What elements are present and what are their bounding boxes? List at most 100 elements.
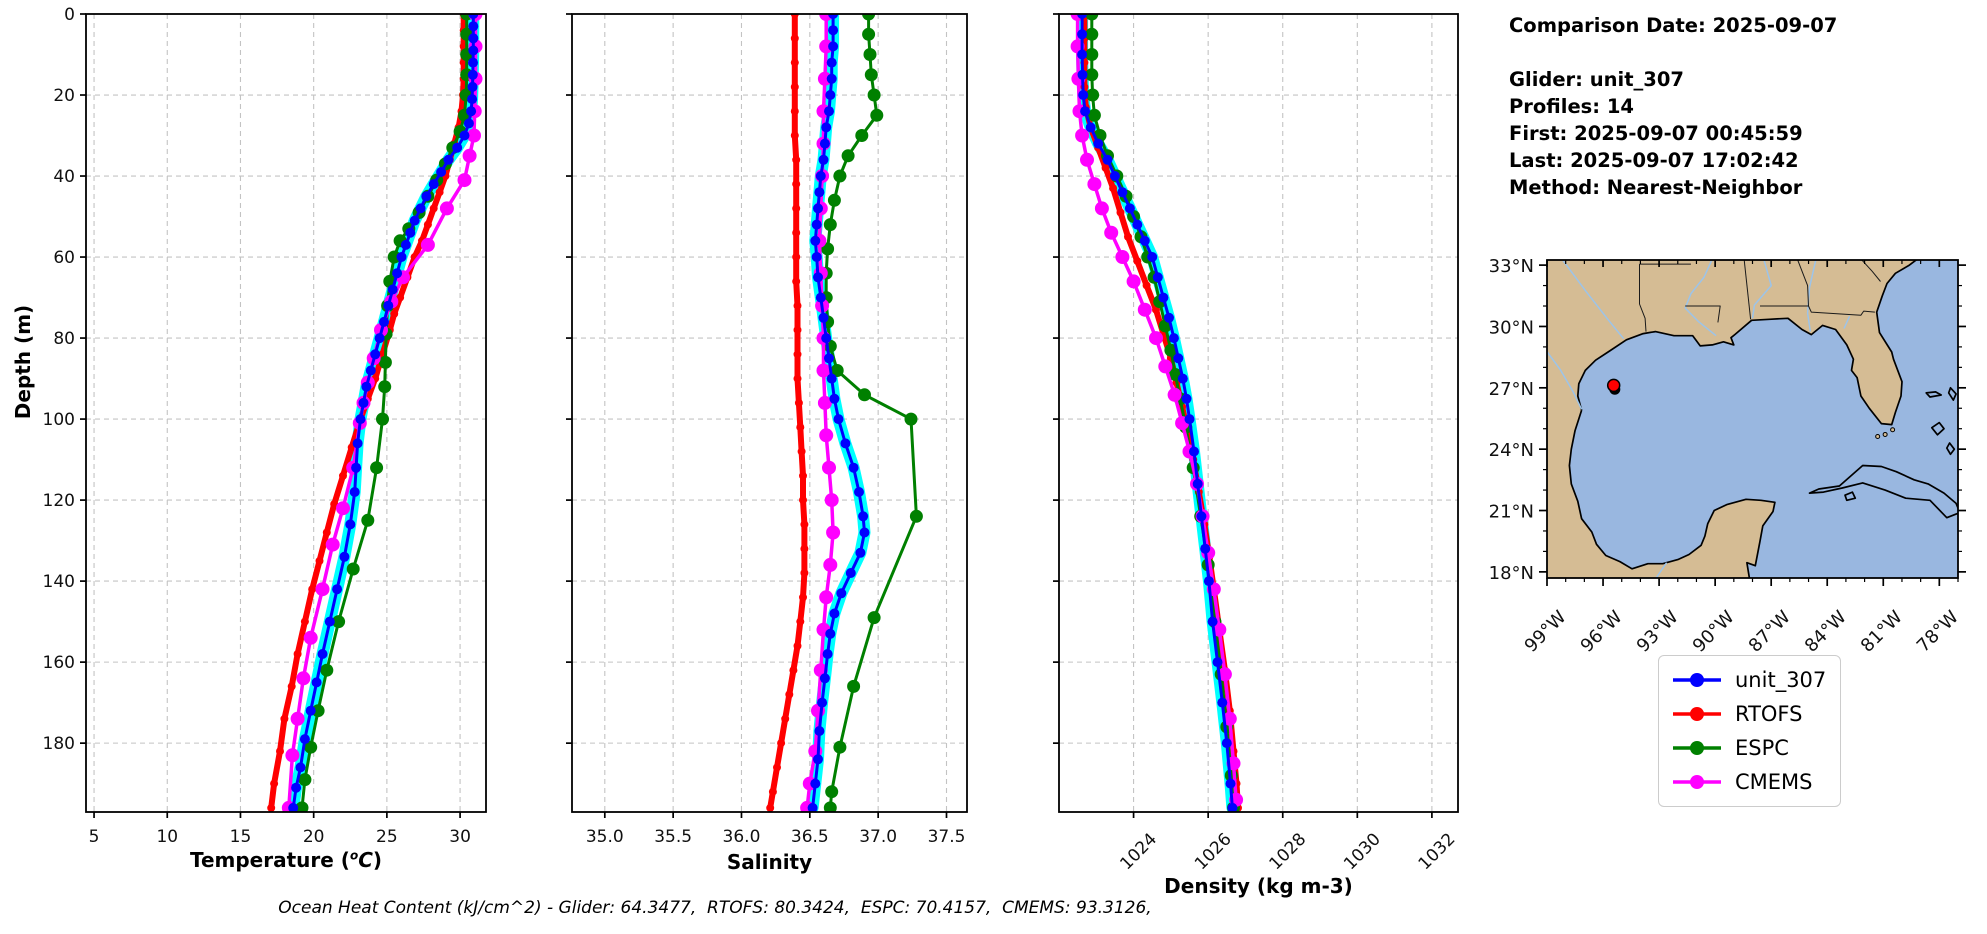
- series-marker-RTOFS: [794, 398, 803, 407]
- series-marker-RTOFS: [1116, 208, 1125, 217]
- series-marker-CMEMS: [462, 148, 477, 163]
- legend-marker: [1690, 707, 1704, 721]
- series-marker-unit_307: [443, 154, 454, 165]
- series-marker-unit_307: [1207, 616, 1218, 627]
- map-island: [1875, 433, 1881, 439]
- series-marker-CMEMS: [826, 525, 841, 540]
- series-marker-unit_307: [355, 414, 366, 425]
- series-marker-ESPC: [858, 388, 871, 402]
- map-lon-label: 78°W: [1913, 607, 1963, 657]
- map-lon-label: 93°W: [1633, 607, 1683, 657]
- map-state-border: [1685, 305, 1721, 323]
- series-marker-unit_307: [468, 33, 479, 44]
- series-marker-RTOFS: [315, 556, 324, 565]
- series-marker-ESPC: [827, 193, 841, 207]
- series-marker-RTOFS: [793, 350, 802, 359]
- map-island: [1890, 427, 1896, 433]
- series-marker-unit_307: [1077, 29, 1088, 40]
- series-marker-unit_307: [468, 14, 479, 19]
- series-marker-RTOFS: [1142, 281, 1151, 290]
- series-marker-RTOFS: [792, 253, 801, 261]
- series-marker-unit_307: [1173, 353, 1184, 364]
- series-marker-ESPC: [1164, 343, 1178, 357]
- series-marker-unit_307: [405, 227, 416, 238]
- series-marker-ESPC: [867, 88, 881, 102]
- map-lon-label: 99°W: [1521, 607, 1571, 657]
- series-marker-unit_307: [1192, 478, 1203, 489]
- series-marker-ESPC: [862, 14, 876, 21]
- series-marker-RTOFS: [789, 666, 798, 675]
- series-marker-RTOFS: [800, 520, 809, 529]
- ocean-heat-content-footer: Ocean Heat Content (kJ/cm^2) - Glider: 6…: [278, 898, 1152, 918]
- temperature-axis-label-suffix: ): [372, 848, 383, 872]
- series-marker-ESPC: [1085, 48, 1099, 61]
- series-marker-unit_307: [392, 268, 403, 279]
- series-marker-unit_307: [811, 252, 822, 262]
- series-marker-unit_307: [358, 397, 369, 408]
- x-tick-label: 1032: [1415, 829, 1460, 874]
- series-marker-unit_307: [813, 272, 823, 283]
- series-marker-CMEMS: [824, 493, 839, 508]
- map-island: [1947, 386, 1957, 401]
- series-marker-ESPC: [387, 250, 401, 264]
- map-coastline-mx: [1568, 410, 1776, 578]
- series-marker-unit_307: [824, 353, 834, 364]
- series-marker-RTOFS: [390, 309, 399, 318]
- series-marker-CMEMS: [1075, 128, 1090, 143]
- series-marker-RTOFS: [339, 471, 347, 480]
- series-marker-unit_307: [1139, 235, 1150, 246]
- series-marker-RTOFS: [276, 747, 284, 756]
- series-marker-unit_307: [1184, 414, 1195, 425]
- series-marker-unit_307: [826, 73, 837, 84]
- series-marker-ESPC: [1086, 88, 1100, 102]
- series-marker-RTOFS: [429, 204, 438, 213]
- series-marker-unit_307: [1132, 219, 1143, 230]
- series-marker-unit_307: [858, 511, 869, 522]
- series-area: [267, 14, 483, 812]
- series-marker-unit_307: [1077, 14, 1088, 19]
- series-marker-unit_307: [814, 726, 825, 736]
- series-marker-unit_307: [305, 705, 316, 716]
- series-marker-unit_307: [459, 130, 470, 141]
- legend-line-swatch: [1673, 673, 1721, 687]
- series-marker-unit_307: [1093, 138, 1104, 149]
- x-tick-label: 36.5: [791, 827, 829, 847]
- series-marker-unit_307: [829, 393, 840, 404]
- series-marker-unit_307: [840, 438, 851, 449]
- series-marker-unit_307: [814, 187, 825, 198]
- series-marker-RTOFS: [799, 496, 807, 505]
- series-marker-RTOFS: [800, 544, 809, 553]
- series-marker-RTOFS: [308, 585, 317, 594]
- series-marker-RTOFS: [796, 423, 805, 432]
- legend-label: CMEMS: [1735, 770, 1813, 794]
- legend-marker: [1690, 673, 1704, 687]
- series-marker-unit_307: [1189, 446, 1199, 457]
- series-marker-RTOFS: [396, 293, 405, 302]
- x-tick-label: 37.5: [928, 827, 966, 847]
- series-line-unit_307: [1080, 14, 1234, 809]
- series-marker-unit_307: [288, 802, 299, 812]
- x-tick-label: 37.0: [859, 827, 897, 847]
- series-marker-unit_307: [428, 179, 439, 190]
- map-island: [1925, 391, 1943, 398]
- series-marker-ESPC: [1085, 14, 1099, 21]
- series-marker-RTOFS: [797, 447, 806, 456]
- series-marker-CMEMS: [1212, 622, 1227, 637]
- comparison-date-text: Comparison Date: 2025-09-07: [1509, 14, 1838, 37]
- legend-label: unit_307: [1735, 668, 1827, 692]
- x-tick-label: 30: [449, 827, 471, 847]
- map-inner: [1547, 260, 1958, 578]
- series-marker-unit_307: [836, 588, 847, 599]
- series-marker-RTOFS: [781, 714, 790, 723]
- series-marker-RTOFS: [1133, 257, 1142, 266]
- series-marker-unit_307: [1177, 373, 1188, 384]
- series-marker-CMEMS: [467, 128, 481, 143]
- series-marker-unit_307: [855, 547, 866, 558]
- series-marker-unit_307: [821, 122, 832, 133]
- series-marker-RTOFS: [267, 803, 276, 812]
- series-marker-unit_307: [829, 608, 840, 619]
- series-marker-ESPC: [867, 611, 881, 625]
- series-marker-CMEMS: [1158, 359, 1173, 374]
- series-marker-unit_307: [818, 154, 829, 165]
